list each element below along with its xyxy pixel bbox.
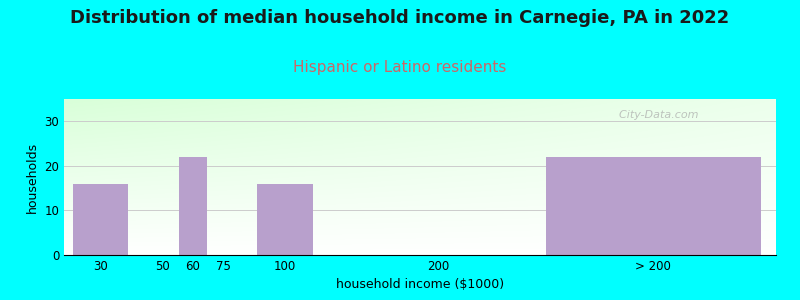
- Bar: [179, 157, 206, 255]
- Bar: [258, 184, 313, 255]
- Text: Hispanic or Latino residents: Hispanic or Latino residents: [294, 60, 506, 75]
- X-axis label: household income ($1000): household income ($1000): [336, 278, 504, 291]
- Text: Distribution of median household income in Carnegie, PA in 2022: Distribution of median household income …: [70, 9, 730, 27]
- Bar: [546, 157, 761, 255]
- Bar: [74, 184, 129, 255]
- Y-axis label: households: households: [26, 141, 38, 213]
- Text: City-Data.com: City-Data.com: [612, 110, 698, 120]
